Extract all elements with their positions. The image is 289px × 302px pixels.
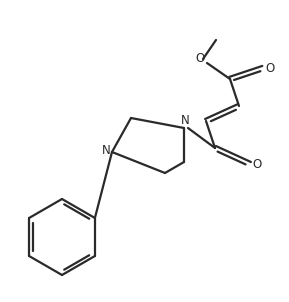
Text: N: N — [181, 114, 189, 127]
Text: N: N — [102, 143, 110, 156]
Text: O: O — [252, 159, 262, 172]
Text: O: O — [265, 63, 275, 76]
Text: O: O — [195, 53, 205, 66]
